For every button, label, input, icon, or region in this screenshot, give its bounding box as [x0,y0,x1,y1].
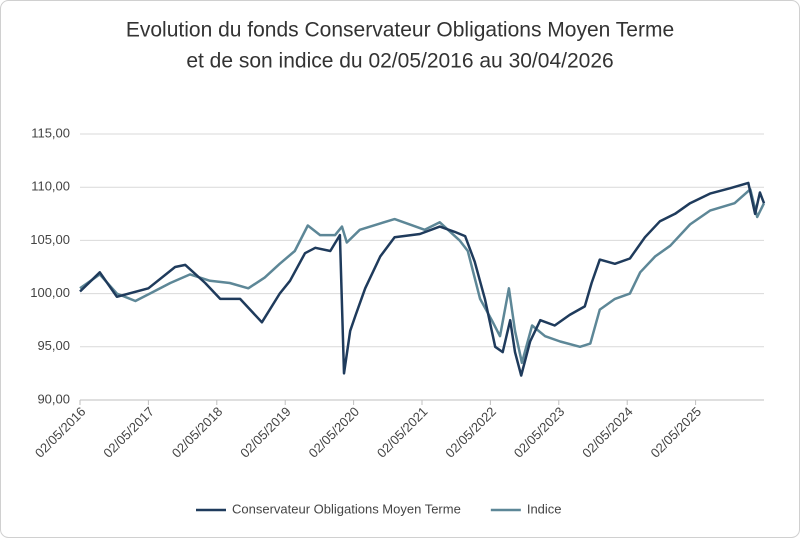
y-tick-label: 95,00 [37,338,70,353]
series-line [79,188,766,365]
y-tick-label: 90,00 [37,391,70,406]
legend-label: Conservateur Obligations Moyen Terme [232,501,461,516]
series-line [79,181,766,377]
chart-title: Evolution du fonds Conservateur Obligati… [126,19,674,42]
y-tick-label: 115,00 [31,125,70,140]
y-tick-label: 105,00 [30,232,70,247]
y-tick-label: 100,00 [30,285,70,300]
legend-label: Indice [527,501,562,516]
chart-title: et de son indice du 02/05/2016 au 30/04/… [186,50,613,73]
y-tick-label: 110,00 [31,179,70,194]
